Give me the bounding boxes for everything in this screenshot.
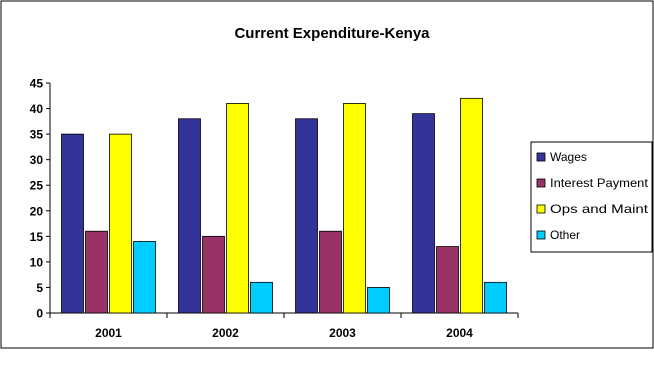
bar — [343, 103, 366, 314]
x-tick-label: 2003 — [329, 326, 356, 340]
bar — [85, 230, 108, 314]
bar — [436, 246, 459, 314]
x-tick-label: 2002 — [212, 326, 239, 340]
legend-label: Other — [550, 228, 580, 242]
x-tick-label: 2004 — [446, 326, 473, 340]
legend-box — [530, 141, 653, 253]
legend-label: Ops and Maint — [550, 202, 649, 216]
bar — [295, 118, 318, 314]
y-tick-label: 35 — [30, 128, 44, 142]
bar — [319, 230, 342, 314]
bars — [61, 97, 507, 314]
y-tick-label: 0 — [36, 307, 43, 321]
chart-title: Current Expenditure-Kenya — [234, 25, 430, 42]
legend-swatch — [536, 152, 546, 162]
bar — [484, 281, 507, 314]
y-tick-label: 25 — [30, 179, 44, 193]
bar — [109, 133, 132, 314]
y-tick-label: 20 — [30, 204, 44, 218]
y-tick-label: 45 — [30, 77, 44, 91]
bar — [226, 103, 249, 314]
bar — [202, 235, 225, 314]
bar — [367, 287, 390, 314]
legend-swatch — [536, 178, 546, 188]
legend: Wages Interest Payment Ops and Maint Other — [530, 141, 653, 253]
y-tick-label: 10 — [30, 255, 44, 269]
legend-swatch — [536, 204, 546, 214]
x-tick-label: 2001 — [95, 326, 122, 340]
y-tick-label: 30 — [30, 153, 44, 167]
bar — [61, 133, 84, 314]
y-tick-label: 5 — [36, 281, 43, 295]
legend-label: Interest Payment — [550, 176, 649, 190]
bar — [133, 241, 156, 314]
legend-label: Wages — [550, 150, 587, 164]
y-tick-label: 40 — [30, 102, 44, 116]
bar — [412, 113, 435, 314]
legend-swatch — [536, 230, 546, 240]
y-tick-label: 15 — [30, 230, 44, 244]
bar — [460, 97, 483, 314]
bar — [178, 118, 201, 314]
bar — [250, 281, 273, 314]
